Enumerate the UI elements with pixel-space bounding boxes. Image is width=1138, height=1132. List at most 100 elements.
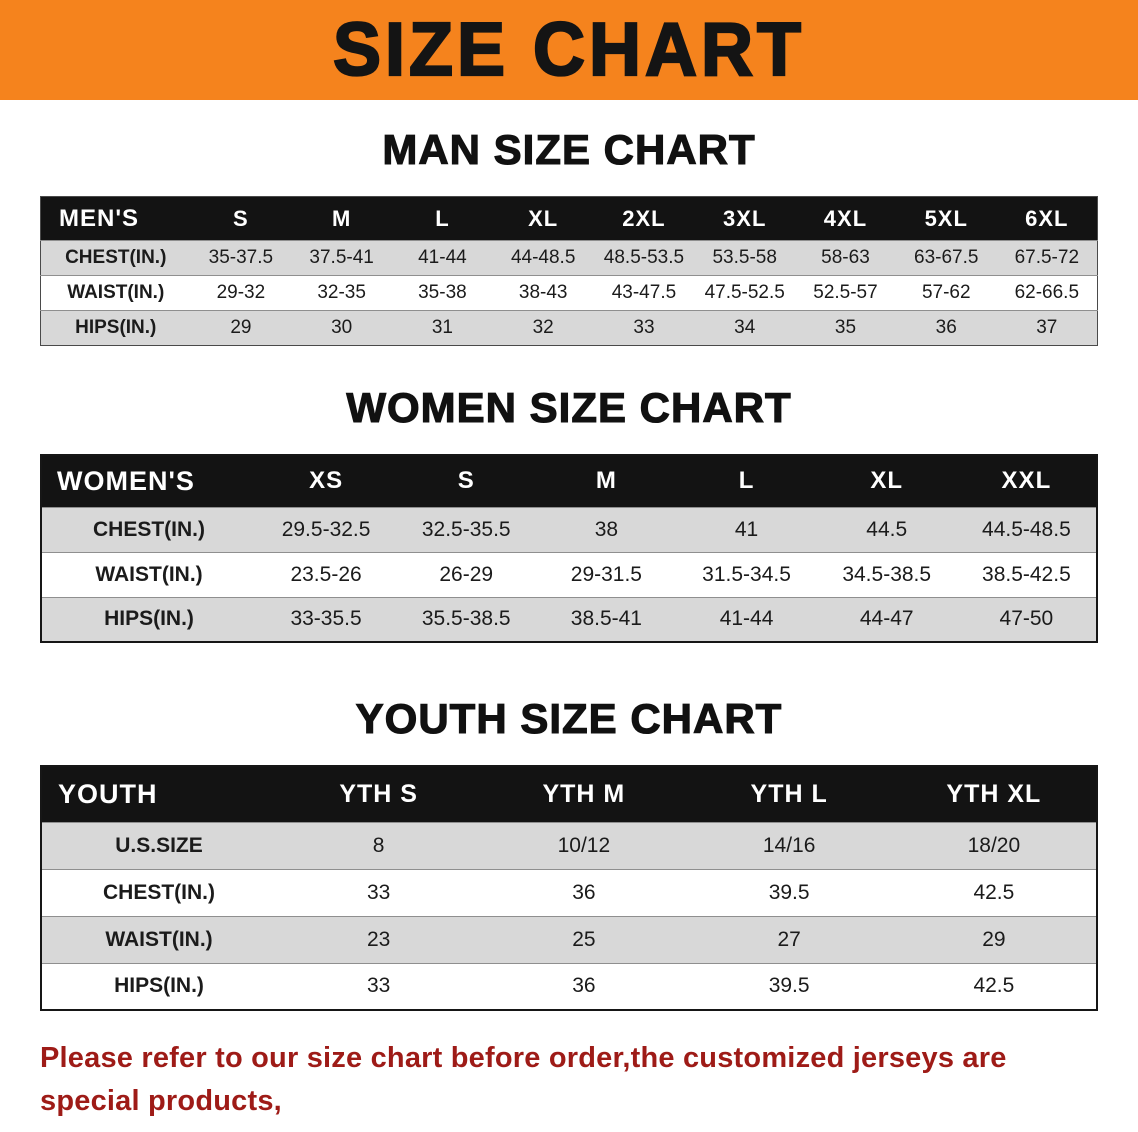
measurement-value: 48.5-53.5 bbox=[593, 240, 695, 276]
measurement-value: 23 bbox=[276, 916, 482, 963]
measurement-value: 47.5-52.5 bbox=[694, 275, 796, 311]
measurement-value: 38.5-42.5 bbox=[956, 552, 1097, 597]
measurement-value: 35 bbox=[795, 310, 896, 346]
measurement-value: 43-47.5 bbox=[593, 275, 695, 311]
table-title-cell: MEN'S bbox=[40, 196, 191, 241]
size-header-cell: XL bbox=[816, 455, 957, 507]
measurement-label: WAIST(IN.) bbox=[40, 275, 191, 311]
measurement-value: 47-50 bbox=[956, 597, 1097, 642]
measurement-value: 63-67.5 bbox=[895, 240, 997, 276]
size-header-cell: S bbox=[396, 455, 537, 507]
size-header-cell: XL bbox=[492, 196, 594, 241]
measurement-value: 29 bbox=[891, 916, 1097, 963]
measurement-value: 36 bbox=[481, 963, 687, 1010]
measurement-value: 41-44 bbox=[392, 240, 493, 276]
measurement-value: 37.5-41 bbox=[291, 240, 393, 276]
measurement-value: 33 bbox=[276, 869, 482, 916]
measurement-value: 32 bbox=[492, 310, 594, 346]
section-man: MAN SIZE CHART MEN'S S M L XL 2XL 3XL 4XL 5XL 6XL… bbox=[0, 125, 1138, 346]
measurement-value: 35-38 bbox=[392, 275, 493, 311]
size-header-cell: 2XL bbox=[593, 196, 695, 241]
measurement-row: WAIST(IN.) 29-32 32-35 35-38 38-43 43-47.5 47.… bbox=[40, 275, 1098, 311]
measurement-value: 25 bbox=[481, 916, 687, 963]
measurement-value: 62-66.5 bbox=[996, 275, 1098, 311]
top-banner: SIZE CHART bbox=[0, 0, 1138, 100]
size-header-cell: YTH XL bbox=[891, 766, 1097, 822]
measurement-row: HIPS(IN.) 29 30 31 32 33 34 35 36 37 bbox=[40, 310, 1098, 346]
measurement-label: U.S.SIZE bbox=[41, 822, 276, 869]
size-header-cell: M bbox=[536, 455, 677, 507]
measurement-row: WAIST(IN.) 23 25 27 29 bbox=[41, 916, 1097, 963]
youth-size-table: YOUTH YTH S YTH M YTH L YTH XL U.S.SIZE 8 10/1… bbox=[40, 765, 1098, 1011]
man-size-chart-heading: MAN SIZE CHART bbox=[382, 125, 756, 173]
header-row: YOUTH YTH S YTH M YTH L YTH XL bbox=[41, 766, 1097, 822]
measurement-value: 44.5 bbox=[816, 507, 957, 552]
measurement-value: 38 bbox=[536, 507, 677, 552]
measurement-row: HIPS(IN.) 33-35.5 35.5-38.5 38.5-41 41-44 44-… bbox=[41, 597, 1097, 642]
measurement-value: 44-47 bbox=[816, 597, 957, 642]
header-row: MEN'S S M L XL 2XL 3XL 4XL 5XL 6XL bbox=[40, 196, 1098, 241]
women-table-body: CHEST(IN.) 29.5-32.5 32.5-35.5 38 41 44.5 44.5… bbox=[41, 507, 1097, 642]
measurement-value: 32-35 bbox=[291, 275, 393, 311]
size-header-cell: YTH S bbox=[276, 766, 482, 822]
measurement-label: HIPS(IN.) bbox=[40, 310, 191, 346]
table-title-cell: WOMEN'S bbox=[41, 455, 256, 507]
measurement-value: 41-44 bbox=[676, 597, 817, 642]
disclaimer-line-1: Please refer to our size chart before or… bbox=[40, 1042, 1007, 1117]
size-header-cell: 6XL bbox=[996, 196, 1098, 241]
section-youth: YOUTH SIZE CHART YOUTH YTH S YTH M YTH L YTH… bbox=[0, 694, 1138, 1011]
size-header-cell: L bbox=[392, 196, 493, 241]
size-header-cell: L bbox=[676, 455, 817, 507]
measurement-value: 33-35.5 bbox=[256, 597, 397, 642]
measurement-row: CHEST(IN.) 33 36 39.5 42.5 bbox=[41, 869, 1097, 916]
size-header-cell: 3XL bbox=[694, 196, 796, 241]
measurement-value: 32.5-35.5 bbox=[396, 507, 537, 552]
women-size-chart-heading: WOMEN SIZE CHART bbox=[346, 383, 792, 431]
measurement-value: 52.5-57 bbox=[795, 275, 896, 311]
size-header-cell: YTH L bbox=[686, 766, 892, 822]
disclaimer: Please refer to our size chart before or… bbox=[40, 1037, 1108, 1132]
measurement-value: 38.5-41 bbox=[536, 597, 677, 642]
youth-table-header: YOUTH YTH S YTH M YTH L YTH XL bbox=[41, 766, 1097, 822]
section-women: WOMEN SIZE CHART WOMEN'S XS S M L XL XXL CHEST… bbox=[0, 383, 1138, 643]
measurement-row: HIPS(IN.) 33 36 39.5 42.5 bbox=[41, 963, 1097, 1010]
measurement-value: 18/20 bbox=[891, 822, 1097, 869]
measurement-label: HIPS(IN.) bbox=[41, 963, 276, 1010]
measurement-value: 67.5-72 bbox=[996, 240, 1098, 276]
measurement-value: 23.5-26 bbox=[256, 552, 397, 597]
table-title-cell: YOUTH bbox=[41, 766, 276, 822]
measurement-value: 29-31.5 bbox=[536, 552, 677, 597]
measurement-value: 29-32 bbox=[190, 275, 292, 311]
measurement-value: 41 bbox=[676, 507, 817, 552]
measurement-value: 39.5 bbox=[686, 869, 892, 916]
men-size-table: MEN'S S M L XL 2XL 3XL 4XL 5XL 6XL CHEST(IN.) 35-3… bbox=[40, 196, 1098, 346]
measurement-value: 33 bbox=[276, 963, 482, 1010]
measurement-label: HIPS(IN.) bbox=[41, 597, 256, 642]
disclaimer-line-2: we don't accept cancel, change, teturn o… bbox=[40, 1123, 1108, 1132]
measurement-value: 27 bbox=[686, 916, 892, 963]
measurement-value: 42.5 bbox=[891, 963, 1097, 1010]
size-header-cell: YTH M bbox=[481, 766, 687, 822]
measurement-value: 39.5 bbox=[686, 963, 892, 1010]
measurement-value: 37 bbox=[996, 310, 1098, 346]
measurement-value: 36 bbox=[895, 310, 997, 346]
measurement-value: 26-29 bbox=[396, 552, 537, 597]
women-table-header: WOMEN'S XS S M L XL XXL bbox=[41, 455, 1097, 507]
measurement-value: 58-63 bbox=[795, 240, 896, 276]
measurement-value: 29.5-32.5 bbox=[256, 507, 397, 552]
size-header-cell: M bbox=[291, 196, 393, 241]
measurement-value: 14/16 bbox=[686, 822, 892, 869]
measurement-value: 8 bbox=[276, 822, 482, 869]
measurement-label: CHEST(IN.) bbox=[40, 240, 191, 276]
measurement-value: 44-48.5 bbox=[492, 240, 594, 276]
size-header-cell: XS bbox=[256, 455, 397, 507]
size-header-cell: 5XL bbox=[895, 196, 997, 241]
women-size-table: WOMEN'S XS S M L XL XXL CHEST(IN.) 29.5-32.5 32.… bbox=[40, 454, 1098, 643]
measurement-value: 34 bbox=[694, 310, 796, 346]
men-table-header: MEN'S S M L XL 2XL 3XL 4XL 5XL 6XL bbox=[40, 196, 1098, 241]
measurement-label: WAIST(IN.) bbox=[41, 916, 276, 963]
measurement-value: 44.5-48.5 bbox=[956, 507, 1097, 552]
men-table-body: CHEST(IN.) 35-37.5 37.5-41 41-44 44-48.5 48.5… bbox=[40, 240, 1098, 346]
youth-size-chart-heading: YOUTH SIZE CHART bbox=[355, 694, 783, 742]
measurement-row: U.S.SIZE 8 10/12 14/16 18/20 bbox=[41, 822, 1097, 869]
